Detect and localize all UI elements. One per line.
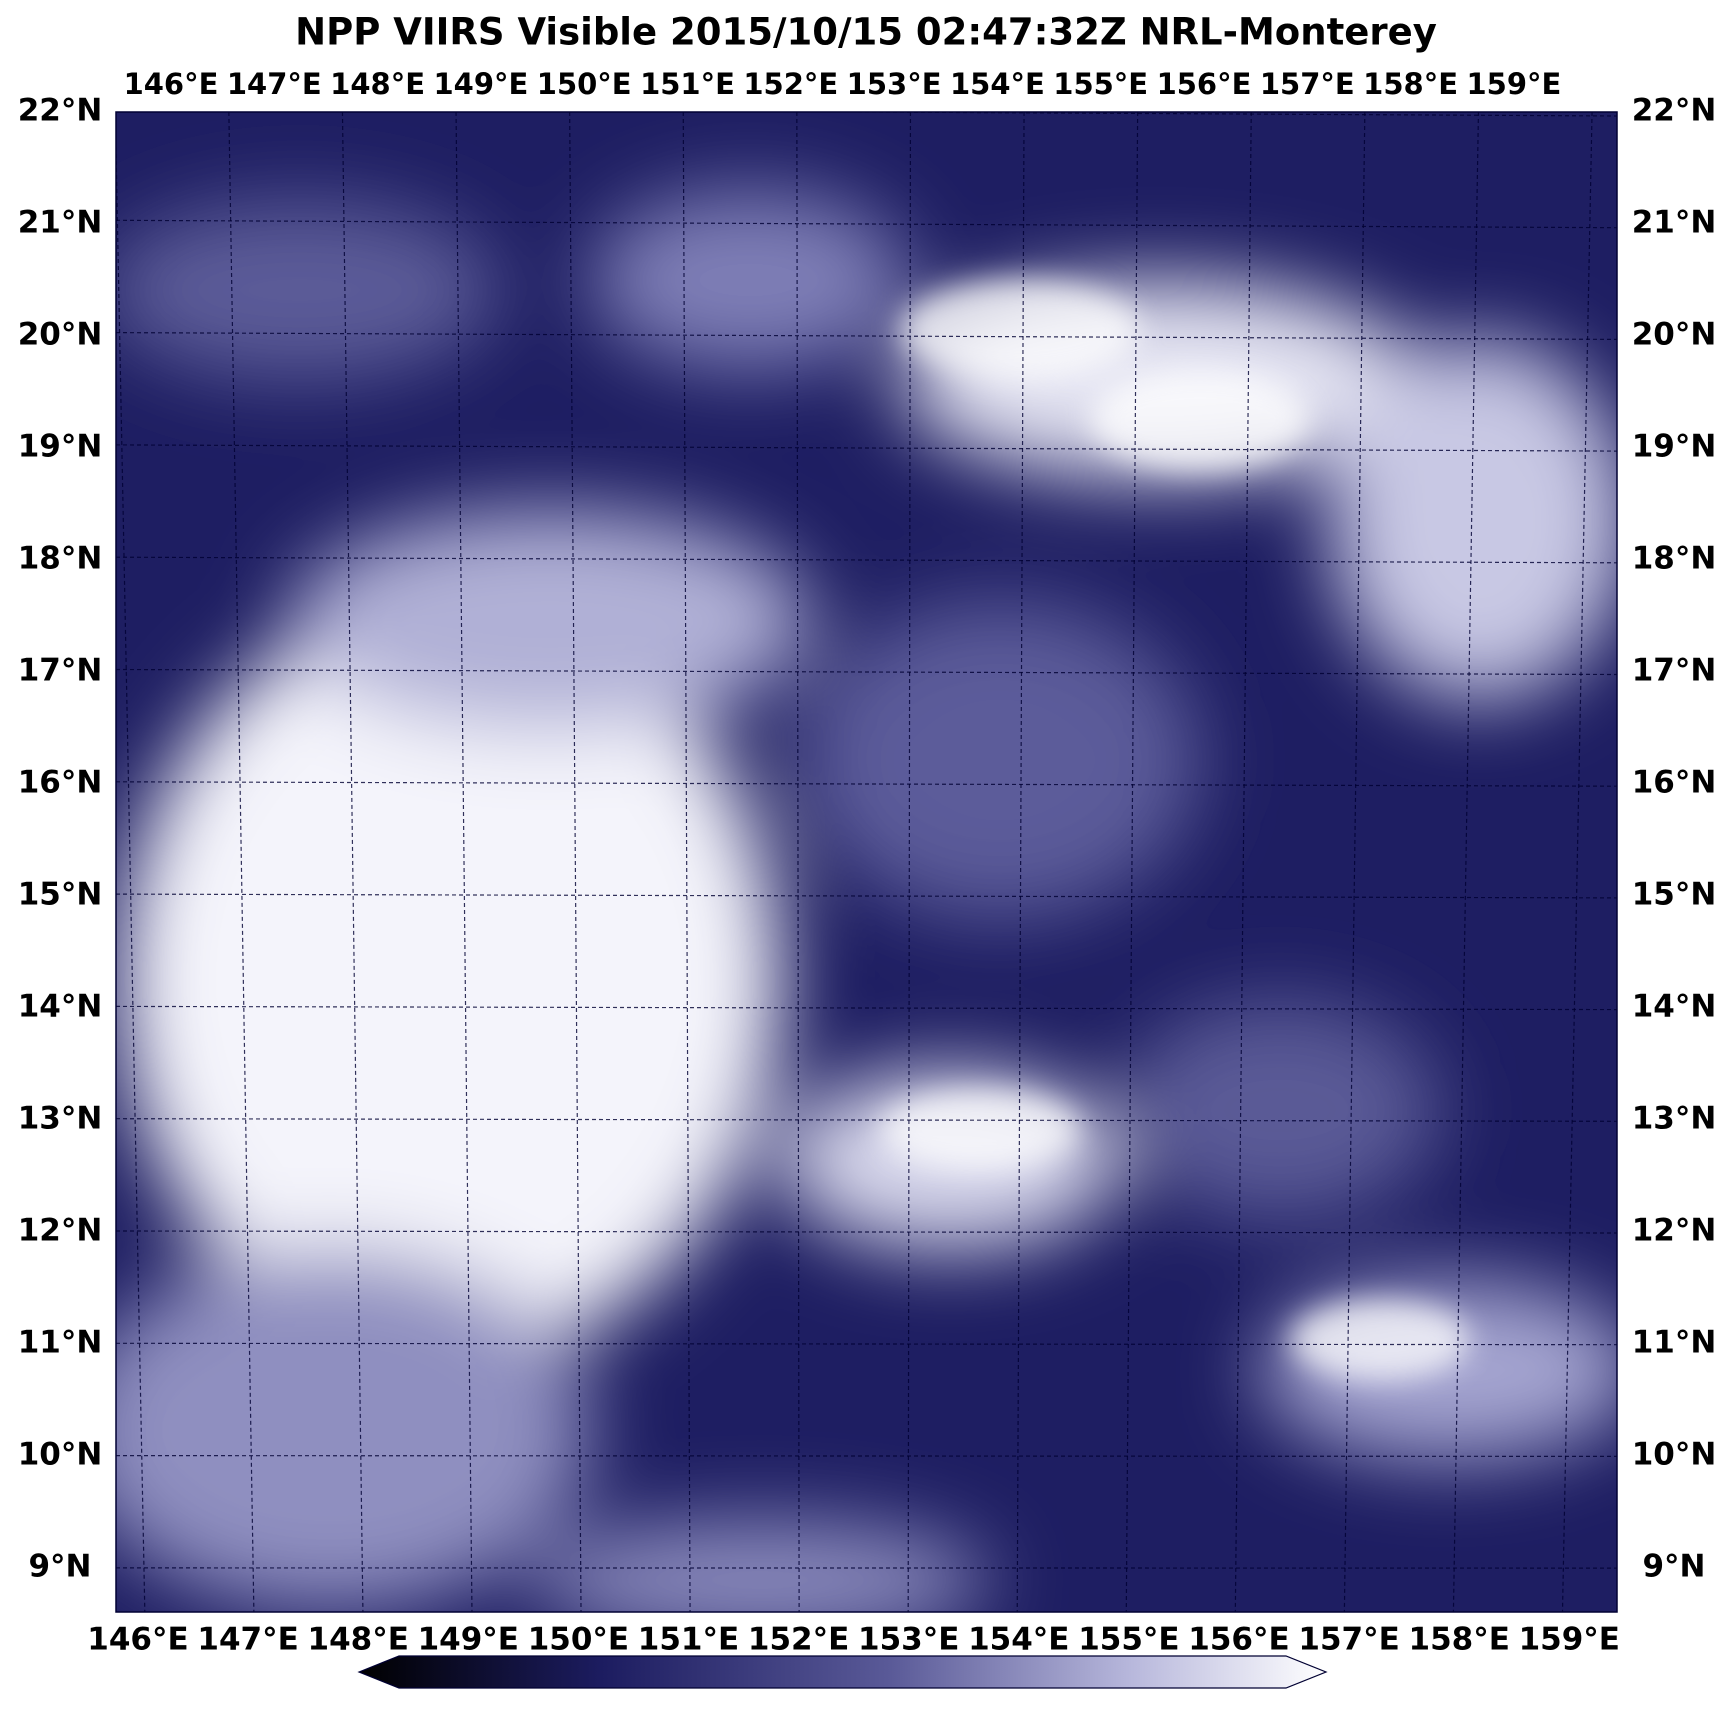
- latitude-label: 22°N: [18, 93, 103, 129]
- latitude-label: 14°N: [18, 989, 103, 1025]
- longitude-label: 146°E: [124, 67, 219, 101]
- latitude-label: 11°N: [1632, 1325, 1717, 1361]
- latitude-label: 21°N: [18, 205, 103, 241]
- longitude-label: 156°E: [1157, 67, 1252, 101]
- longitude-label: 154°E: [950, 67, 1045, 101]
- latitude-label: 9°N: [28, 1549, 91, 1585]
- latitude-label: 17°N: [18, 653, 103, 689]
- longitude-label: 155°E: [1078, 1622, 1179, 1658]
- longitude-label: 157°E: [1260, 67, 1355, 101]
- longitude-label: 148°E: [308, 1622, 409, 1658]
- longitude-label: 146°E: [87, 1622, 188, 1658]
- latitude-label: 10°N: [18, 1437, 103, 1473]
- longitude-label: 155°E: [1053, 67, 1148, 101]
- longitude-label: 150°E: [537, 67, 632, 101]
- longitude-label: 154°E: [968, 1622, 1069, 1658]
- longitude-label: 150°E: [528, 1622, 629, 1658]
- latitude-label: 20°N: [18, 317, 103, 353]
- latitude-label: 19°N: [1632, 429, 1717, 465]
- colorbar: [359, 1656, 1326, 1688]
- latitude-label: 15°N: [1632, 877, 1717, 913]
- latitude-label: 17°N: [1632, 653, 1717, 689]
- latitude-label: 18°N: [1632, 541, 1717, 577]
- latitude-label: 12°N: [1632, 1213, 1717, 1249]
- longitude-label: 153°E: [847, 67, 942, 101]
- longitude-label: 149°E: [433, 67, 528, 101]
- latitude-label: 14°N: [1632, 989, 1717, 1025]
- latitude-label: 13°N: [1632, 1101, 1717, 1137]
- latitude-label: 22°N: [1632, 93, 1717, 129]
- latitude-label: 11°N: [18, 1325, 103, 1361]
- latitude-line: [116, 1456, 1617, 1457]
- latitude-label: 21°N: [1632, 205, 1717, 241]
- title: NPP VIIRS Visible 2015/10/15 02:47:32Z N…: [295, 11, 1437, 54]
- longitude-label: 159°E: [1519, 1622, 1620, 1658]
- longitude-label: 159°E: [1466, 67, 1561, 101]
- longitude-label: 158°E: [1409, 1622, 1510, 1658]
- longitude-label: 148°E: [330, 67, 425, 101]
- longitude-label: 158°E: [1363, 67, 1458, 101]
- longitude-label: 156°E: [1188, 1622, 1289, 1658]
- longitude-label: 152°E: [748, 1622, 849, 1658]
- longitude-label: 151°E: [638, 1622, 739, 1658]
- latitude-label: 16°N: [1632, 765, 1717, 801]
- longitude-label: 147°E: [227, 67, 322, 101]
- latitude-label: 20°N: [1632, 317, 1717, 353]
- latitude-label: 12°N: [18, 1213, 103, 1249]
- latitude-label: 15°N: [18, 877, 103, 913]
- longitude-label: 153°E: [858, 1622, 959, 1658]
- latitude-label: 13°N: [18, 1101, 103, 1137]
- latitude-label: 18°N: [18, 541, 103, 577]
- longitude-label: 152°E: [743, 67, 838, 101]
- longitude-label: 147°E: [197, 1622, 298, 1658]
- latitude-label: 9°N: [1642, 1549, 1705, 1585]
- longitude-label: 151°E: [640, 67, 735, 101]
- longitude-label: 157°E: [1298, 1622, 1399, 1658]
- latitude-label: 10°N: [1632, 1437, 1717, 1473]
- latitude-label: 16°N: [18, 765, 103, 801]
- satellite-image: [70, 112, 1640, 1640]
- longitude-label: 149°E: [418, 1622, 519, 1658]
- latitude-label: 19°N: [18, 429, 103, 465]
